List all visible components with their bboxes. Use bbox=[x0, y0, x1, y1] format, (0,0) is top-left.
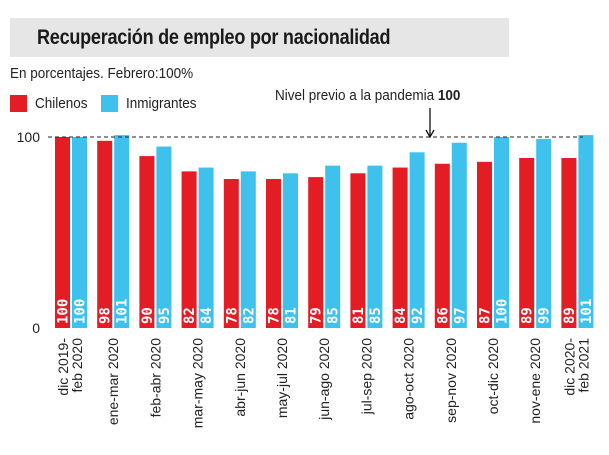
category-label: nov-ene 2020 bbox=[527, 338, 543, 424]
bar-chilenos bbox=[392, 167, 408, 328]
category-label: oct-dic 2020 bbox=[485, 338, 501, 414]
data-label: 95 bbox=[157, 307, 173, 324]
bar-chilenos bbox=[97, 140, 113, 328]
bar-inmigrantes bbox=[451, 142, 467, 328]
category-label: mar-may 2020 bbox=[190, 338, 206, 428]
data-label: 79 bbox=[309, 307, 325, 324]
data-label: 90 bbox=[140, 307, 156, 324]
data-label: 100 bbox=[73, 299, 89, 324]
category-label: sep-nov 2020 bbox=[443, 338, 459, 423]
bar-inmigrantes bbox=[367, 165, 383, 328]
legend-item-inmigrantes: Inmigrantes bbox=[101, 95, 204, 112]
category-label: dic 2019- bbox=[55, 338, 71, 396]
data-label: 85 bbox=[368, 307, 384, 324]
legend: Chilenos Inmigrantes bbox=[10, 95, 213, 112]
data-label: 92 bbox=[410, 307, 426, 324]
y-tick-label: 0 bbox=[32, 320, 40, 336]
data-label: 101 bbox=[579, 299, 595, 324]
reference-label: Nivel previo a la pandemia bbox=[275, 87, 435, 104]
data-label: 84 bbox=[199, 307, 215, 324]
data-label: 82 bbox=[241, 307, 257, 324]
data-label: 84 bbox=[393, 307, 409, 324]
legend-label-chilenos: Chilenos bbox=[35, 95, 88, 112]
category-label: ago-oct 2020 bbox=[401, 338, 417, 420]
bar-inmigrantes bbox=[198, 167, 214, 328]
data-label: 87 bbox=[478, 307, 494, 324]
bar-chilenos bbox=[181, 171, 197, 328]
title-band bbox=[10, 18, 509, 57]
bar-inmigrantes bbox=[536, 138, 552, 328]
bar-chilenos bbox=[561, 158, 577, 328]
data-label: 78 bbox=[224, 307, 240, 324]
bar-chilenos bbox=[266, 179, 281, 328]
category-label: may-jul 2020 bbox=[274, 338, 290, 418]
chart-title: Recuperación de empleo por nacionalidad bbox=[37, 26, 391, 49]
data-label: 78 bbox=[267, 307, 283, 324]
category-label: ene-mar 2020 bbox=[105, 338, 121, 425]
bar-chilenos bbox=[477, 161, 492, 328]
bar-chilenos bbox=[55, 137, 70, 328]
legend-label-inmigrantes: Inmigrantes bbox=[126, 95, 197, 112]
category-label: jun-ago 2020 bbox=[316, 338, 332, 421]
bar-inmigrantes bbox=[114, 135, 130, 328]
category-label: feb 2020 bbox=[69, 338, 85, 393]
bar-chilenos bbox=[223, 179, 239, 328]
legend-swatch-inmigrantes bbox=[101, 95, 119, 112]
data-label: 101 bbox=[115, 299, 131, 324]
bar-inmigrantes bbox=[494, 137, 509, 328]
y-tick-label: 100 bbox=[17, 129, 41, 145]
data-label: 86 bbox=[435, 307, 451, 324]
bar-inmigrantes bbox=[156, 146, 172, 328]
legend-item-chilenos: Chilenos bbox=[10, 95, 93, 112]
bar-inmigrantes bbox=[72, 137, 87, 328]
data-label: 89 bbox=[562, 307, 578, 324]
bar-inmigrantes bbox=[325, 165, 341, 328]
bar-inmigrantes bbox=[283, 173, 298, 328]
data-label: 98 bbox=[98, 307, 114, 324]
reference-annotation: Nivel previo a la pandemia 100 bbox=[275, 87, 460, 104]
data-label: 97 bbox=[452, 307, 468, 324]
reference-value: 100 bbox=[437, 87, 461, 104]
data-label: 81 bbox=[284, 307, 300, 324]
category-label: jul-sep 2020 bbox=[358, 338, 374, 415]
data-label: 100 bbox=[495, 299, 511, 324]
data-label: 81 bbox=[351, 307, 367, 324]
reference-arrow-head bbox=[425, 129, 435, 139]
bar-chilenos bbox=[308, 177, 324, 328]
bar-chilenos bbox=[139, 156, 155, 328]
category-label: dic 2020- bbox=[561, 338, 577, 396]
bar-chilenos bbox=[350, 173, 366, 328]
category-label: feb 2021 bbox=[575, 338, 591, 393]
category-label: feb-abr 2020 bbox=[147, 338, 163, 418]
category-label: abr-jun 2020 bbox=[232, 338, 248, 417]
data-label: 82 bbox=[182, 307, 198, 324]
bar-chilenos bbox=[434, 163, 450, 328]
data-label: 85 bbox=[326, 307, 342, 324]
data-label: 89 bbox=[520, 307, 536, 324]
legend-swatch-chilenos bbox=[10, 95, 27, 112]
data-label: 99 bbox=[537, 307, 553, 324]
bar-inmigrantes bbox=[578, 135, 594, 328]
data-label: 100 bbox=[56, 299, 72, 324]
chart-subtitle: En porcentajes. Febrero:100% bbox=[10, 65, 194, 82]
bar-inmigrantes bbox=[409, 152, 425, 328]
bar-inmigrantes bbox=[240, 171, 256, 328]
bar-chilenos bbox=[519, 158, 535, 328]
